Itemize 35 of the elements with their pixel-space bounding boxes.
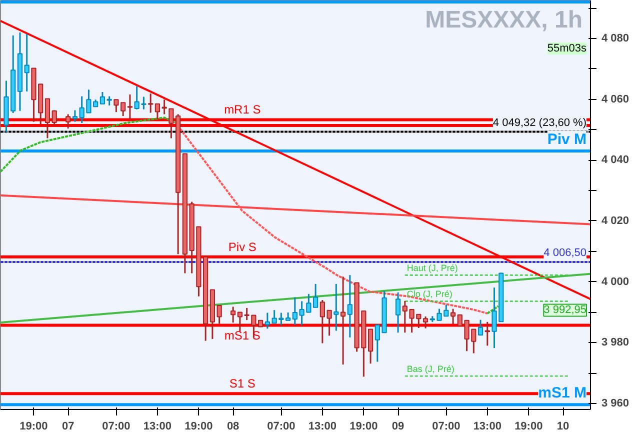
series-label: Clo (J, Pré) — [406, 289, 452, 300]
ref-line-label: S1 S — [229, 376, 256, 391]
annotation: 3 992,95 — [544, 304, 587, 316]
y-tick-label: 4 040 — [602, 154, 630, 166]
y-tick-label: 3 960 — [602, 397, 630, 410]
x-tick-label: 19:00 — [514, 420, 543, 432]
x-tick-label: 07:00 — [102, 420, 130, 432]
ref-line-label: mS1 S — [224, 328, 260, 342]
x-tick-label: 13:00 — [143, 420, 172, 432]
y-tick-label: 4 000 — [602, 276, 630, 288]
chart-title: MESXXXX, 1h — [425, 6, 583, 34]
ref-line-label: mS1 M — [538, 384, 587, 402]
x-tick-label: 07 — [62, 420, 74, 432]
ref-line-label: Piv M — [547, 131, 587, 148]
series-label: Bas (J, Pré) — [406, 364, 454, 374]
x-tick-label: 19:00 — [184, 420, 213, 432]
series-label: Haut (J, Pré) — [406, 263, 458, 274]
x-tick-label: 13:00 — [473, 420, 502, 432]
ref-line-label: Piv S — [228, 240, 256, 254]
x-tick-label: 08 — [226, 420, 240, 432]
y-tick-label: 4 060 — [602, 93, 630, 106]
x-tick-label: 13:00 — [308, 420, 336, 432]
x-tick-label: 19:00 — [20, 420, 48, 432]
y-tick-label: 4 020 — [602, 214, 630, 227]
x-tick-label: 07:00 — [432, 420, 460, 432]
x-tick-label: 09 — [392, 420, 404, 432]
x-tick-label: 07:00 — [267, 420, 296, 432]
y-tick-label: 3 980 — [602, 336, 630, 349]
ref-line-label: 4 006,50 — [544, 247, 587, 260]
y-tick-label: 4 080 — [602, 32, 630, 45]
annotation: 55m03s — [547, 42, 587, 54]
ref-line-label: mR1 S — [224, 102, 261, 117]
x-tick-label: 19:00 — [350, 420, 378, 432]
x-tick-label: 10 — [556, 420, 570, 432]
ref-line-label: 4 049,32 (23,60 %) — [492, 116, 587, 129]
